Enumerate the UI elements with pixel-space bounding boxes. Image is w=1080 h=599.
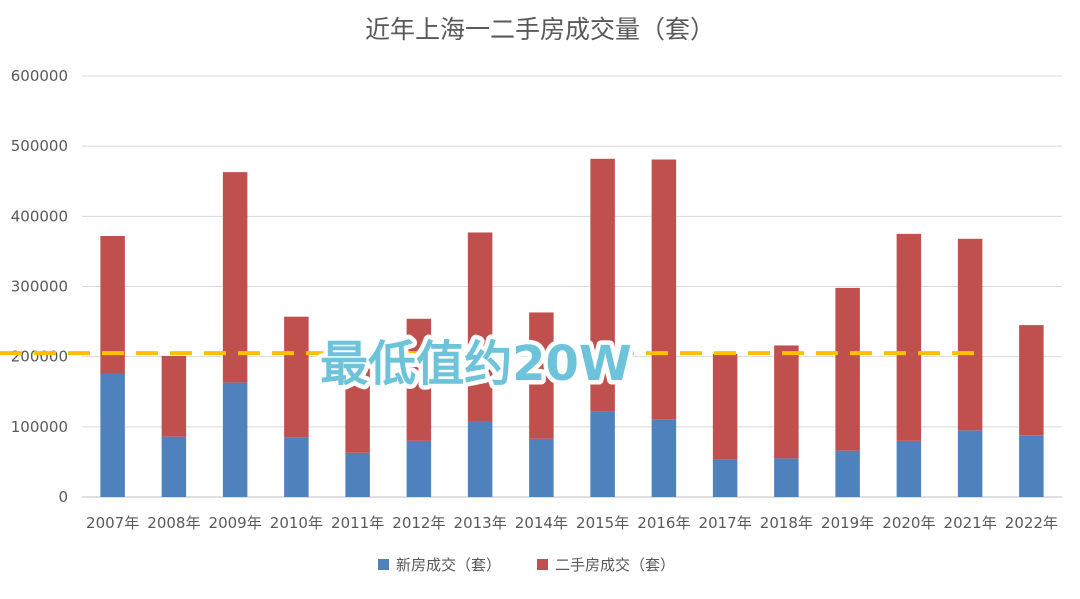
x-tick-label: 2022年 — [1005, 514, 1058, 532]
y-axis-ticks: 0 100000 200000 300000 400000 500000 600000 — [11, 67, 68, 506]
annotation-label: 最低值约20W — [320, 336, 632, 392]
x-tick-label: 2016年 — [637, 514, 690, 532]
bar-second-hand — [590, 158, 615, 412]
x-tick-label: 2014年 — [515, 514, 568, 532]
y-tick-label: 500000 — [11, 137, 68, 155]
bar-new-home — [345, 452, 370, 497]
bar-second-hand — [284, 316, 309, 438]
legend-label: 新房成交（套） — [396, 556, 501, 574]
bar-second-hand — [406, 318, 432, 441]
y-tick-label: 300000 — [11, 278, 68, 296]
bar-second-hand — [100, 235, 125, 374]
x-tick-label: 2018年 — [760, 514, 813, 532]
bar-new-home — [529, 438, 554, 497]
x-tick-label: 2010年 — [270, 514, 323, 532]
bar-second-hand — [835, 287, 860, 451]
bar-second-hand — [957, 238, 983, 431]
bar-second-hand — [651, 159, 677, 420]
legend-swatch — [378, 559, 389, 570]
x-tick-label: 2012年 — [392, 514, 445, 532]
x-tick-label: 2015年 — [576, 514, 629, 532]
bar-new-home — [100, 373, 125, 497]
legend-label: 二手房成交（套） — [555, 556, 675, 574]
y-tick-label: 100000 — [11, 418, 68, 436]
x-tick-label: 2009年 — [209, 514, 262, 532]
x-tick-label: 2008年 — [147, 514, 200, 532]
bar-new-home — [467, 421, 493, 497]
bar-new-home — [774, 458, 799, 497]
bar-second-hand — [1019, 325, 1044, 436]
x-tick-label: 2020年 — [882, 514, 935, 532]
legend-swatch — [537, 559, 548, 570]
bar-new-home — [284, 437, 309, 497]
y-tick-label: 400000 — [11, 207, 68, 225]
y-tick-label: 600000 — [11, 67, 68, 85]
bar-second-hand — [774, 345, 799, 459]
y-tick-label: 0 — [58, 488, 68, 506]
y-tick-label: 200000 — [11, 348, 68, 366]
x-tick-label: 2013年 — [454, 514, 507, 532]
legend: 新房成交（套） 二手房成交（套） — [378, 556, 675, 574]
bar-new-home — [406, 440, 432, 497]
bar-new-home — [161, 436, 187, 497]
bar-new-home — [712, 459, 738, 497]
x-tick-label: 2021年 — [944, 514, 997, 532]
chart-title: 近年上海一二手房成交量（套） — [365, 15, 715, 44]
bar-second-hand — [712, 353, 738, 460]
bar-new-home — [651, 419, 677, 497]
bar-second-hand — [896, 233, 922, 441]
bar-second-hand — [161, 355, 187, 437]
bar-second-hand — [467, 232, 493, 422]
x-tick-label: 2011年 — [331, 514, 384, 532]
x-tick-label: 2019年 — [821, 514, 874, 532]
bar-second-hand — [529, 312, 554, 439]
bar-new-home — [835, 450, 860, 497]
bar-new-home — [1019, 435, 1044, 497]
bar-new-home — [222, 382, 248, 497]
bar-new-home — [896, 440, 922, 497]
bar-second-hand — [345, 368, 370, 453]
bar-new-home — [590, 411, 615, 497]
x-tick-label: 2007年 — [86, 514, 139, 532]
x-axis-ticks: 2007年 2008年 2009年 2010年 2011年 2012年 2013年 2014年… — [86, 514, 1058, 532]
bars — [100, 158, 1044, 497]
x-tick-label: 2017年 — [699, 514, 752, 532]
bar-new-home — [957, 430, 983, 497]
bar-second-hand — [222, 172, 248, 383]
